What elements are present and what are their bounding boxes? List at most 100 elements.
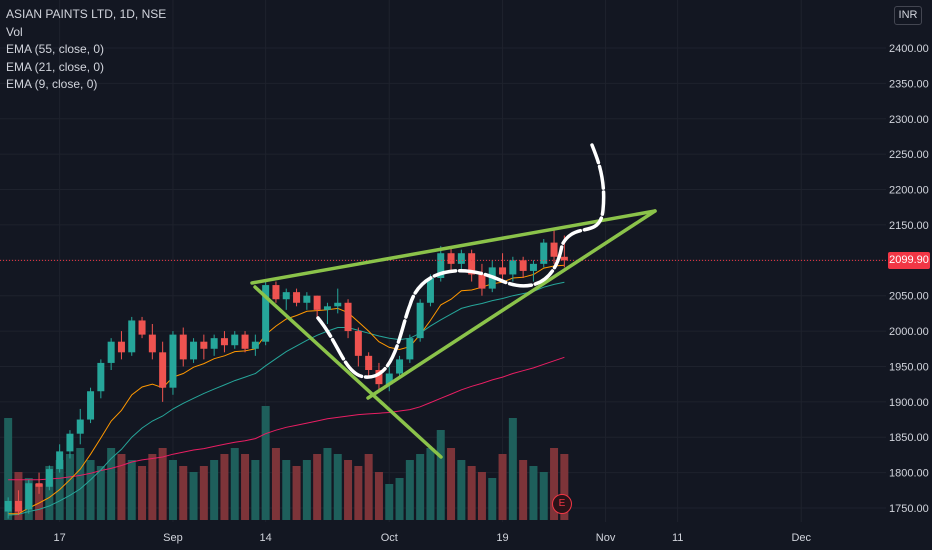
candle-body bbox=[159, 352, 167, 388]
y-tick-label: 2350.00 bbox=[889, 78, 929, 90]
trendline-lower bbox=[366, 209, 657, 400]
ema21-line bbox=[8, 281, 565, 516]
volume-bar bbox=[210, 460, 219, 520]
volume-bar bbox=[35, 484, 44, 520]
candle-body bbox=[354, 331, 362, 356]
volume-bar bbox=[550, 448, 559, 520]
volume-bar bbox=[179, 466, 188, 520]
legend-vol[interactable]: Vol bbox=[6, 24, 23, 39]
volume-bar bbox=[354, 466, 363, 520]
y-tick-label: 1900.00 bbox=[889, 397, 929, 409]
x-tick-label: 17 bbox=[54, 532, 66, 544]
volume-bar bbox=[498, 454, 507, 520]
volume-bar bbox=[395, 478, 404, 520]
x-tick-label: Dec bbox=[791, 532, 811, 544]
volume-bar bbox=[189, 472, 198, 520]
volume-bar bbox=[230, 448, 239, 520]
candle-body bbox=[375, 370, 383, 385]
volume-bar bbox=[45, 466, 54, 520]
volume-bar bbox=[107, 448, 116, 520]
y-tick-label: 2250.00 bbox=[889, 149, 929, 161]
volume-bar bbox=[261, 406, 270, 520]
volume-bar bbox=[488, 478, 497, 520]
candle-body bbox=[468, 253, 476, 275]
legend-ema55[interactable]: EMA (55, close, 0) bbox=[6, 42, 105, 56]
candle-body bbox=[293, 292, 301, 303]
candle-body bbox=[45, 469, 53, 487]
volume-bar bbox=[457, 460, 466, 520]
legend-ema21[interactable]: EMA (21, close, 0) bbox=[6, 59, 105, 74]
volume-bar bbox=[374, 472, 383, 520]
candle-body bbox=[210, 338, 218, 349]
volume-bar bbox=[519, 460, 528, 520]
volume-bar bbox=[292, 466, 301, 520]
volume-bar bbox=[168, 460, 177, 520]
ema9-line bbox=[8, 264, 565, 515]
candle-body bbox=[200, 341, 208, 349]
candle-body bbox=[76, 419, 84, 434]
y-tick-label: 1850.00 bbox=[889, 432, 929, 444]
candle-body bbox=[313, 295, 321, 310]
x-tick-label: 19 bbox=[496, 532, 508, 544]
y-tick-label: 2150.00 bbox=[889, 220, 929, 232]
x-tick-label: Oct bbox=[381, 532, 398, 544]
volume-bar bbox=[405, 460, 414, 520]
y-tick-label: 1750.00 bbox=[889, 503, 929, 515]
ema55-line bbox=[8, 356, 565, 481]
candle-body bbox=[35, 483, 43, 487]
candle-body bbox=[169, 334, 177, 388]
candle-body bbox=[251, 341, 259, 349]
candle-body bbox=[385, 373, 393, 385]
currency-badge[interactable]: INR bbox=[894, 6, 922, 25]
candle-body bbox=[56, 451, 64, 470]
volume-bar bbox=[158, 448, 167, 520]
candle-body bbox=[179, 334, 187, 360]
volume-bar bbox=[251, 460, 260, 520]
y-tick-label: 1950.00 bbox=[889, 361, 929, 373]
ema-lines bbox=[8, 264, 565, 516]
volume-bar bbox=[385, 484, 394, 520]
candle-body bbox=[334, 302, 342, 307]
projected-path bbox=[316, 143, 606, 379]
volume-bar bbox=[241, 454, 250, 520]
x-tick-label: 14 bbox=[260, 532, 272, 544]
y-tick-label: 2300.00 bbox=[889, 114, 929, 126]
candle-body bbox=[499, 267, 507, 275]
earnings-marker[interactable]: E bbox=[552, 494, 572, 514]
candle-body bbox=[190, 341, 198, 360]
candle-body bbox=[25, 483, 33, 510]
candle-body bbox=[66, 433, 74, 452]
candle-body bbox=[437, 253, 445, 278]
trendline-upper bbox=[250, 209, 657, 285]
x-tick-label: 11 bbox=[672, 532, 683, 544]
volume-bar bbox=[467, 466, 476, 520]
y-tick-label: 2400.00 bbox=[889, 43, 929, 55]
candle-body bbox=[220, 338, 228, 346]
volume-bar bbox=[426, 448, 435, 520]
candle-body bbox=[457, 253, 465, 264]
volume-bar bbox=[127, 460, 136, 520]
candle-body bbox=[509, 260, 517, 275]
legend-symbol[interactable]: ASIAN PAINTS LTD, 1D, NSE bbox=[6, 7, 167, 21]
volume-bar bbox=[416, 454, 425, 520]
candle-body bbox=[447, 253, 455, 264]
candle-body bbox=[396, 359, 404, 374]
candle-body bbox=[87, 391, 95, 420]
candle-body bbox=[231, 334, 239, 346]
candle-body bbox=[540, 242, 548, 264]
candle-body bbox=[14, 500, 22, 512]
candle-body bbox=[519, 260, 527, 271]
candle-body bbox=[282, 292, 290, 300]
drawings bbox=[250, 143, 657, 459]
x-tick-label: Nov bbox=[596, 532, 616, 544]
volume-bar bbox=[333, 454, 342, 520]
volume-bar bbox=[271, 448, 280, 520]
volume-bar bbox=[344, 460, 353, 520]
candle-body bbox=[529, 263, 537, 271]
legend-ema9[interactable]: EMA (9, close, 0) bbox=[6, 77, 98, 91]
volume-bar bbox=[282, 460, 291, 520]
candle-body bbox=[560, 256, 568, 261]
candles bbox=[4, 228, 568, 519]
legend: ASIAN PAINTS LTD, 1D, NSE Vol EMA (55, c… bbox=[6, 6, 166, 94]
